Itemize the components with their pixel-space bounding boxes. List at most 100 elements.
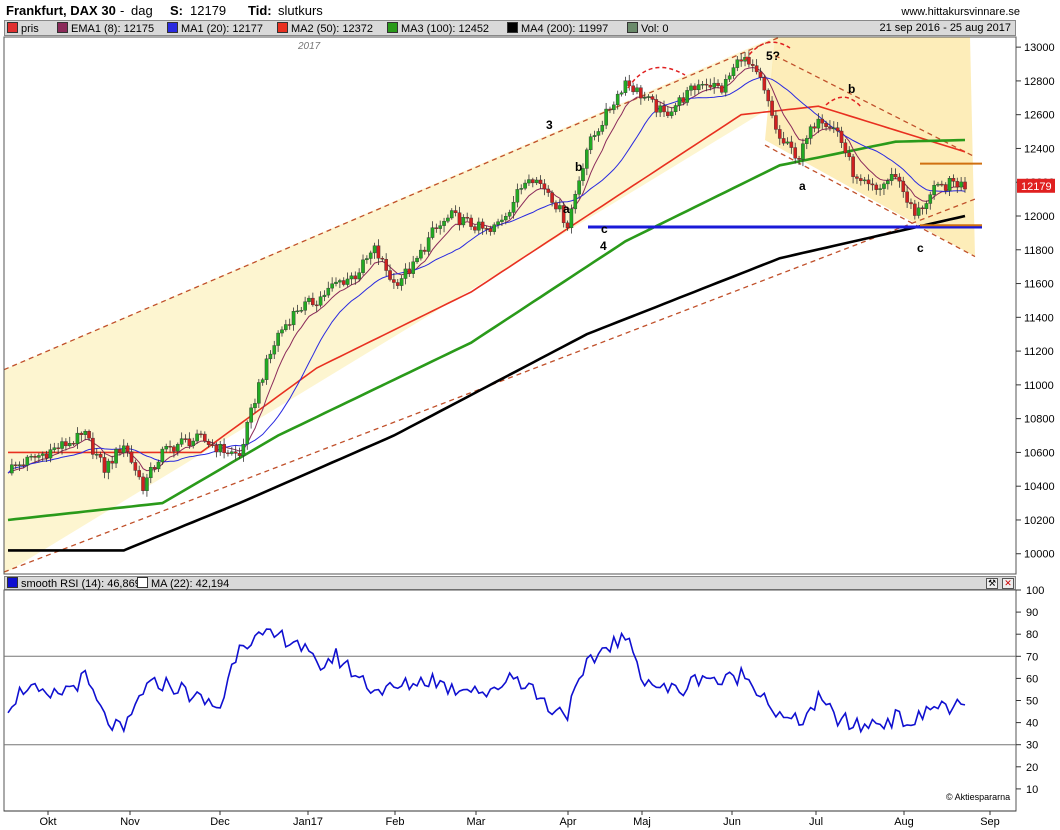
close-icon[interactable]: ✕ <box>1002 578 1014 589</box>
x-tick-label: Jun <box>723 816 741 828</box>
candle-body <box>855 176 859 179</box>
candle-body <box>639 87 643 99</box>
candle-body <box>804 138 809 144</box>
candle-body <box>56 447 60 449</box>
last-label: S: <box>170 3 183 18</box>
legend-item-ma2: MA2 (50): 12372 <box>277 22 373 35</box>
period-label: dag <box>131 3 153 18</box>
candle-body <box>438 225 442 229</box>
candle-body <box>295 310 300 313</box>
candle-body <box>766 89 770 102</box>
x-tick-label: Jan17 <box>293 816 323 828</box>
legend-swatch <box>387 22 398 33</box>
candle-body <box>241 443 246 456</box>
candle-body <box>955 181 960 188</box>
price-tick-label: 12400 <box>1024 143 1055 155</box>
candle-body <box>395 282 400 286</box>
legend-item-ma4: MA4 (200): 11997 <box>507 22 608 35</box>
settings-icon[interactable]: ⚒ <box>986 578 998 589</box>
candle-body <box>168 446 172 448</box>
wave-label: c <box>601 222 608 236</box>
candle-body <box>257 382 261 404</box>
candle-body <box>384 259 388 271</box>
candle-body <box>565 222 570 229</box>
candle-body <box>588 136 593 151</box>
legend-item-pris: pris <box>7 22 39 35</box>
last-value: 12179 <box>190 3 227 18</box>
candle-body <box>913 203 917 216</box>
candle-body <box>156 461 161 470</box>
candle-body <box>677 97 682 106</box>
legend-item-rsi: smooth RSI (14): 46,869 <box>7 577 141 590</box>
candle-body <box>465 217 470 219</box>
price-tick-label: 10600 <box>1024 447 1055 459</box>
price-tick-label: 11600 <box>1024 279 1054 291</box>
candle-body <box>419 249 423 259</box>
candle-body <box>689 85 693 91</box>
candle-body <box>646 96 651 98</box>
candle-body <box>361 259 365 273</box>
candle-body <box>264 358 269 380</box>
candle-body <box>457 212 462 226</box>
candle-body <box>353 275 358 280</box>
x-tick-label: Jul <box>809 816 823 828</box>
legend-item-vol: Vol: 0 <box>627 22 669 35</box>
rsi-tick-label: 80 <box>1026 629 1038 641</box>
candle-body <box>318 296 323 306</box>
candle-body <box>368 252 373 259</box>
candle-body <box>442 220 446 226</box>
candle-body <box>515 189 520 203</box>
candle-body <box>79 432 84 435</box>
rsi-tick-label: 20 <box>1026 762 1038 774</box>
candle-body <box>492 224 497 232</box>
candle-body <box>60 441 64 449</box>
rsi-series-line <box>7 628 966 734</box>
legend-swatch <box>7 22 18 33</box>
candle-body <box>422 249 427 252</box>
wave-label: a <box>799 179 806 193</box>
candle-body <box>503 216 508 221</box>
candle-body <box>426 237 431 252</box>
price-frame <box>3 36 1017 575</box>
last-price-box <box>1017 178 1055 193</box>
candle-body <box>577 180 581 195</box>
candle-body <box>164 446 169 450</box>
candle-body <box>40 453 45 456</box>
candle-body <box>608 108 612 111</box>
ma3-line <box>7 138 966 522</box>
candle-body <box>828 126 832 128</box>
candle-body <box>797 157 801 160</box>
candle-body <box>10 464 14 474</box>
candle-body <box>561 205 566 224</box>
candle-body <box>203 433 207 442</box>
candle-body <box>245 422 250 445</box>
trend-channel <box>3 36 976 574</box>
candle-body <box>476 221 481 231</box>
candle-body <box>542 183 547 190</box>
candle-body <box>596 131 601 136</box>
candle-body <box>831 127 836 129</box>
candle-body <box>793 147 798 159</box>
candle-body <box>75 432 80 444</box>
down-upper-line <box>774 54 976 158</box>
rsi-frame <box>3 589 1017 812</box>
legend-swatch <box>167 22 178 33</box>
rsi-tick-label: 60 <box>1026 673 1038 685</box>
rsi-grid <box>3 589 1017 812</box>
candle-body <box>83 431 87 435</box>
rsi-tick-label: 30 <box>1026 740 1038 752</box>
candle-body <box>172 446 176 452</box>
candle-body <box>612 104 616 111</box>
candle-body <box>878 188 882 190</box>
candle-body <box>430 227 435 238</box>
legend-item-ma3: MA3 (100): 12452 <box>387 22 489 35</box>
site-url[interactable]: www.hittakursvinnare.se <box>901 6 1020 18</box>
candle-body <box>523 182 527 189</box>
candle-body <box>345 278 350 285</box>
x-tick-label: Maj <box>633 816 651 828</box>
rsi-tick-label: 90 <box>1026 607 1038 619</box>
candle-body <box>191 440 196 446</box>
candle-body <box>480 221 485 229</box>
candle-body <box>500 219 504 222</box>
wave-label: 3 <box>546 118 553 132</box>
